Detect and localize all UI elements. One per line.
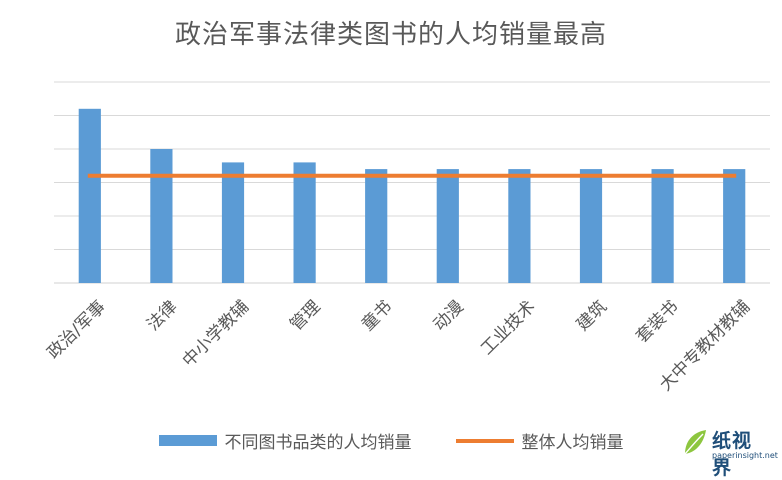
x-tick-label-8: 建筑: [573, 297, 611, 335]
legend-label-line: 整体人均销量: [521, 433, 624, 453]
bar-10: [723, 169, 746, 283]
bar-7: [508, 169, 531, 283]
legend-swatch-line: [455, 438, 514, 443]
x-tick-label-9: 套装书: [632, 297, 682, 347]
x-tick-label-3: 中小学教辅: [179, 297, 253, 371]
legend-item-line: 整体人均销量: [455, 428, 624, 453]
x-tick-label-5: 童书: [358, 297, 396, 335]
bar-2: [150, 149, 173, 283]
x-tick-label-7: 工业技术: [477, 297, 539, 359]
leaf-logo-icon: [684, 430, 706, 455]
gridlines: [54, 81, 770, 284]
bar-3: [221, 162, 245, 283]
legend-swatch-bars: [158, 435, 217, 446]
bar-5: [365, 169, 388, 283]
watermark-logo: 纸视界 paperinsight.net: [682, 424, 778, 479]
bar-4: [293, 162, 316, 283]
x-tick-label-2: 法律: [143, 297, 181, 335]
legend-label-bars: 不同图书品类的人均销量: [224, 433, 412, 453]
x-tick-label-6: 动漫: [430, 297, 468, 335]
x-tick-label-4: 管理: [286, 297, 324, 335]
x-tick-label-1: 政治/军事: [44, 297, 110, 363]
legend: 不同图书品类的人均销量 整体人均销量: [0, 428, 782, 453]
bar-6: [436, 169, 459, 283]
legend-item-bars: 不同图书品类的人均销量: [158, 428, 412, 453]
bar-9: [651, 169, 674, 283]
bars: [78, 108, 746, 283]
bar-1: [78, 108, 101, 283]
watermark-url: paperinsight.net: [712, 451, 778, 460]
bar-8: [579, 169, 603, 283]
chart-title: 政治军事法律类图书的人均销量最高: [174, 20, 607, 50]
